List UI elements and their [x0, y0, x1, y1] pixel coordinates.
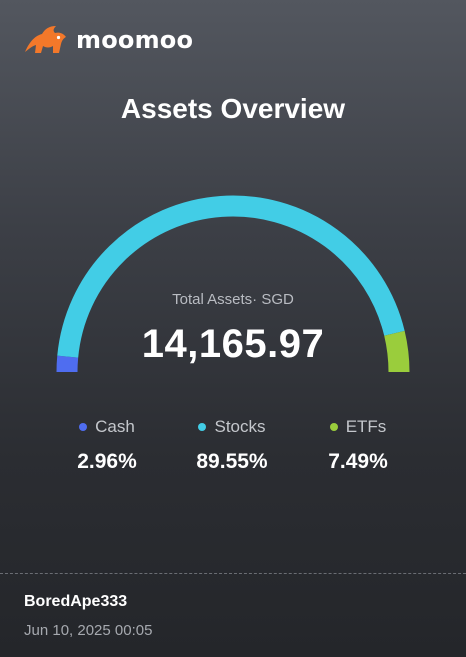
bull-icon: [25, 26, 66, 53]
legend-stocks-label: Stocks: [214, 417, 266, 436]
moomoo-logo: moomoo: [23, 25, 193, 55]
legend-etfs-percent: 7.49%: [328, 450, 388, 473]
legend-cash-percent: 2.96%: [77, 450, 137, 473]
legend-stocks: Stocks 89.55%: [172, 416, 292, 474]
legend-etfs-label: ETFs: [345, 417, 387, 436]
brand-name: moomoo: [76, 26, 194, 54]
cash-dot-icon: [79, 423, 88, 431]
stocks-dot-icon: [198, 423, 207, 431]
gauge-segment-etfs: [384, 330, 410, 373]
footer-divider: [0, 573, 466, 574]
etfs-dot-icon: [329, 423, 338, 431]
gauge-segment-cash: [56, 355, 79, 373]
page-title: Assets Overview: [120, 93, 346, 124]
total-assets-value: 14,165.97: [141, 322, 325, 366]
legend-stocks-percent: 89.55%: [196, 450, 268, 473]
total-assets-label: Total Assets· SGD: [172, 291, 294, 308]
legend-etfs: ETFs 7.49%: [298, 416, 418, 474]
gauge-segment-stocks: [57, 195, 405, 358]
username: BoredApe333: [24, 593, 128, 610]
timestamp: Jun 10, 2025 00:05: [24, 622, 153, 639]
legend-cash: Cash 2.96%: [47, 416, 167, 474]
legend-cash-label: Cash: [95, 417, 135, 436]
allocation-gauge: [56, 195, 410, 373]
